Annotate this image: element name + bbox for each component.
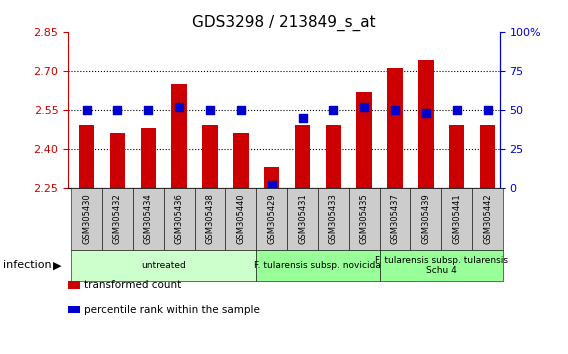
Text: ▶: ▶	[53, 261, 61, 270]
Title: GDS3298 / 213849_s_at: GDS3298 / 213849_s_at	[192, 14, 376, 30]
Point	[483, 107, 492, 113]
Text: GSM305435: GSM305435	[360, 193, 369, 244]
Bar	[325, 125, 341, 188]
Point	[174, 104, 183, 109]
Bar	[202, 125, 218, 188]
Bar	[264, 167, 279, 188]
Bar	[480, 125, 495, 188]
Text: GSM305437: GSM305437	[391, 193, 399, 244]
Point	[206, 107, 215, 113]
Point	[298, 115, 307, 120]
Text: F. tularensis subsp. tularensis
Schu 4: F. tularensis subsp. tularensis Schu 4	[375, 256, 508, 275]
Bar	[79, 125, 94, 188]
Bar	[141, 128, 156, 188]
Text: infection: infection	[3, 261, 52, 270]
Text: GSM305441: GSM305441	[452, 193, 461, 244]
Text: GSM305438: GSM305438	[206, 193, 215, 244]
Point	[390, 107, 399, 113]
Bar	[449, 125, 465, 188]
Point	[144, 107, 153, 113]
Text: GSM305436: GSM305436	[175, 193, 183, 244]
Point	[360, 104, 369, 109]
Text: GSM305430: GSM305430	[82, 193, 91, 244]
Text: GSM305429: GSM305429	[267, 193, 276, 244]
Point	[82, 107, 91, 113]
Point	[236, 107, 245, 113]
Bar	[357, 92, 372, 188]
Text: percentile rank within the sample: percentile rank within the sample	[84, 305, 260, 315]
Text: GSM305431: GSM305431	[298, 193, 307, 244]
Bar	[110, 133, 125, 188]
Text: GSM305439: GSM305439	[421, 193, 431, 244]
Text: transformed count: transformed count	[84, 280, 181, 290]
Text: untreated: untreated	[141, 261, 186, 270]
Bar	[233, 133, 249, 188]
Text: F. tularensis subsp. novicida: F. tularensis subsp. novicida	[254, 261, 381, 270]
Text: GSM305442: GSM305442	[483, 193, 492, 244]
Text: GSM305433: GSM305433	[329, 193, 338, 244]
Point	[329, 107, 338, 113]
Bar	[172, 84, 187, 188]
Bar	[295, 125, 310, 188]
Point	[421, 110, 431, 116]
Point	[267, 182, 276, 187]
Bar	[387, 68, 403, 188]
Point	[452, 107, 461, 113]
Point	[113, 107, 122, 113]
Text: GSM305440: GSM305440	[236, 193, 245, 244]
Text: GSM305432: GSM305432	[113, 193, 122, 244]
Text: GSM305434: GSM305434	[144, 193, 153, 244]
Bar	[418, 61, 433, 188]
